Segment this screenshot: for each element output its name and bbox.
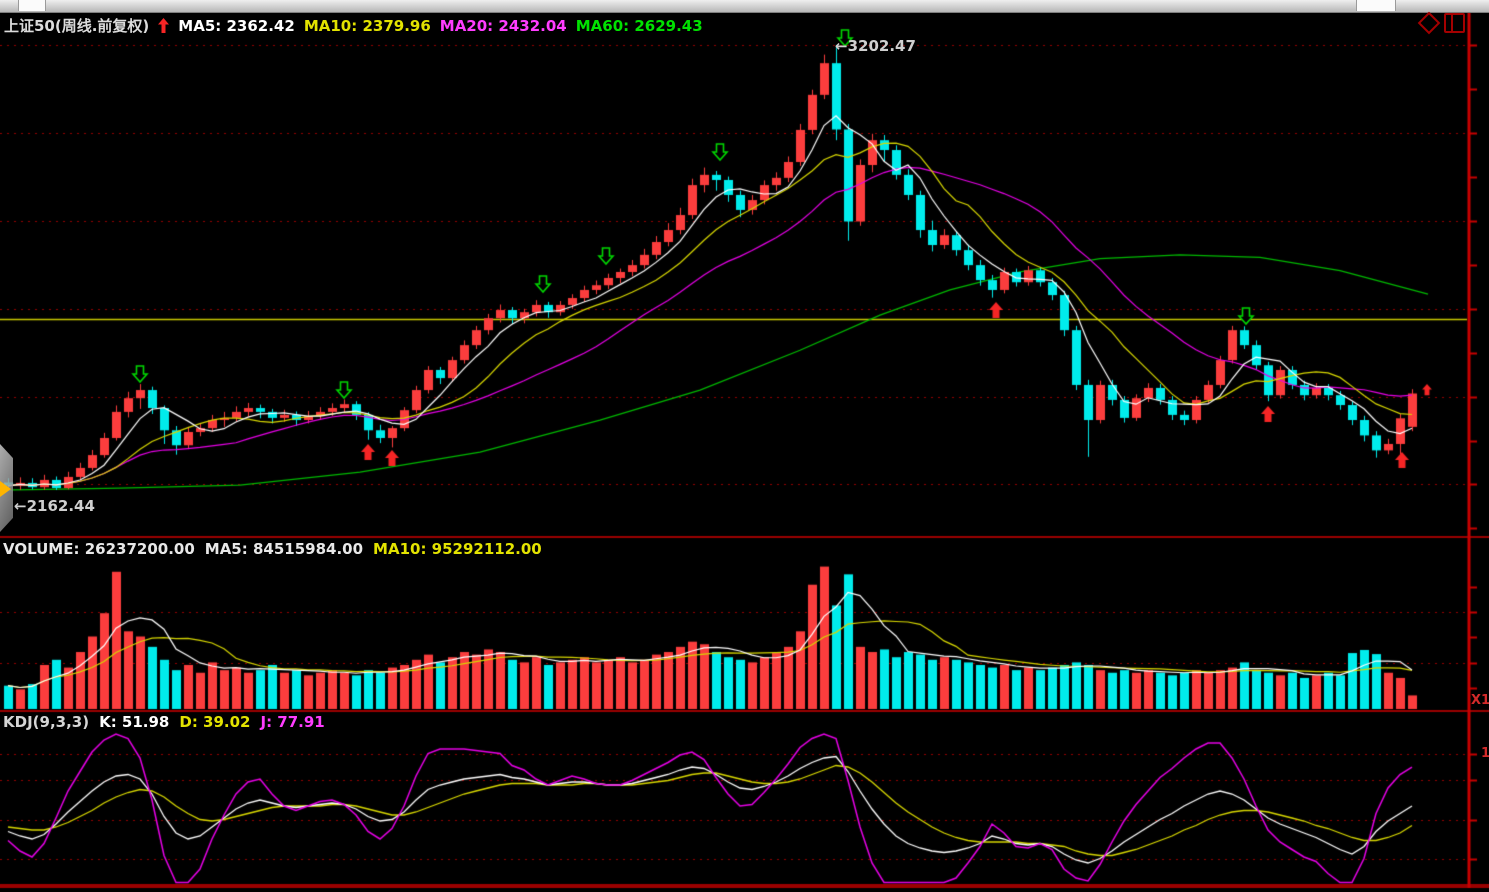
top-strip-tab[interactable] [18, 0, 46, 11]
ma60-value: MA60: 2629.43 [575, 16, 703, 35]
clipped-axis-label: 1 [1481, 746, 1489, 761]
kdj-d-value: D: 39.02 [179, 713, 251, 731]
top-window-strip [0, 0, 1489, 13]
price-pointer-icon [0, 481, 11, 497]
instrument-title: 上证50(周线.前复权) [4, 17, 150, 35]
kdj-header: KDJ(9,3,3) K: 51.98 D: 39.02 J: 77.91 [3, 713, 325, 731]
kdj-k-value: K: 51.98 [99, 713, 170, 731]
kdj-label: KDJ(9,3,3) [3, 713, 90, 731]
ma5-value: MA5: 2362.42 [178, 16, 295, 35]
up-arrow-icon [158, 18, 170, 33]
high-price-label: ←3202.47 [835, 37, 916, 55]
top-strip-tab[interactable] [1356, 0, 1396, 11]
ma20-value: MA20: 2432.04 [439, 16, 567, 35]
split-window-icon[interactable] [1444, 13, 1465, 33]
volume-ma5-value: MA5: 84515984.00 [204, 540, 364, 558]
title-bar: 上证50(周线.前复权) MA5: 2362.42 MA10: 2379.96 … [4, 15, 703, 36]
volume-value: VOLUME: 26237200.00 [3, 540, 195, 558]
ma10-value: MA10: 2379.96 [303, 16, 431, 35]
volume-header: VOLUME: 26237200.00 MA5: 84515984.00 MA1… [3, 540, 542, 558]
volume-ma10-value: MA10: 95292112.00 [373, 540, 542, 558]
kdj-j-value: J: 77.91 [260, 713, 325, 731]
scale-label-x1: X1 [1471, 693, 1489, 708]
split-window-icon-bar [1451, 15, 1453, 31]
low-price-label: ←2162.44 [14, 497, 95, 515]
